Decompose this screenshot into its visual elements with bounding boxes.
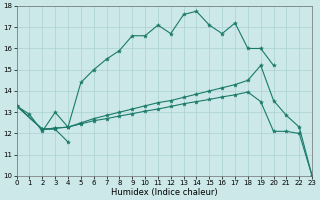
- X-axis label: Humidex (Indice chaleur): Humidex (Indice chaleur): [111, 188, 218, 197]
